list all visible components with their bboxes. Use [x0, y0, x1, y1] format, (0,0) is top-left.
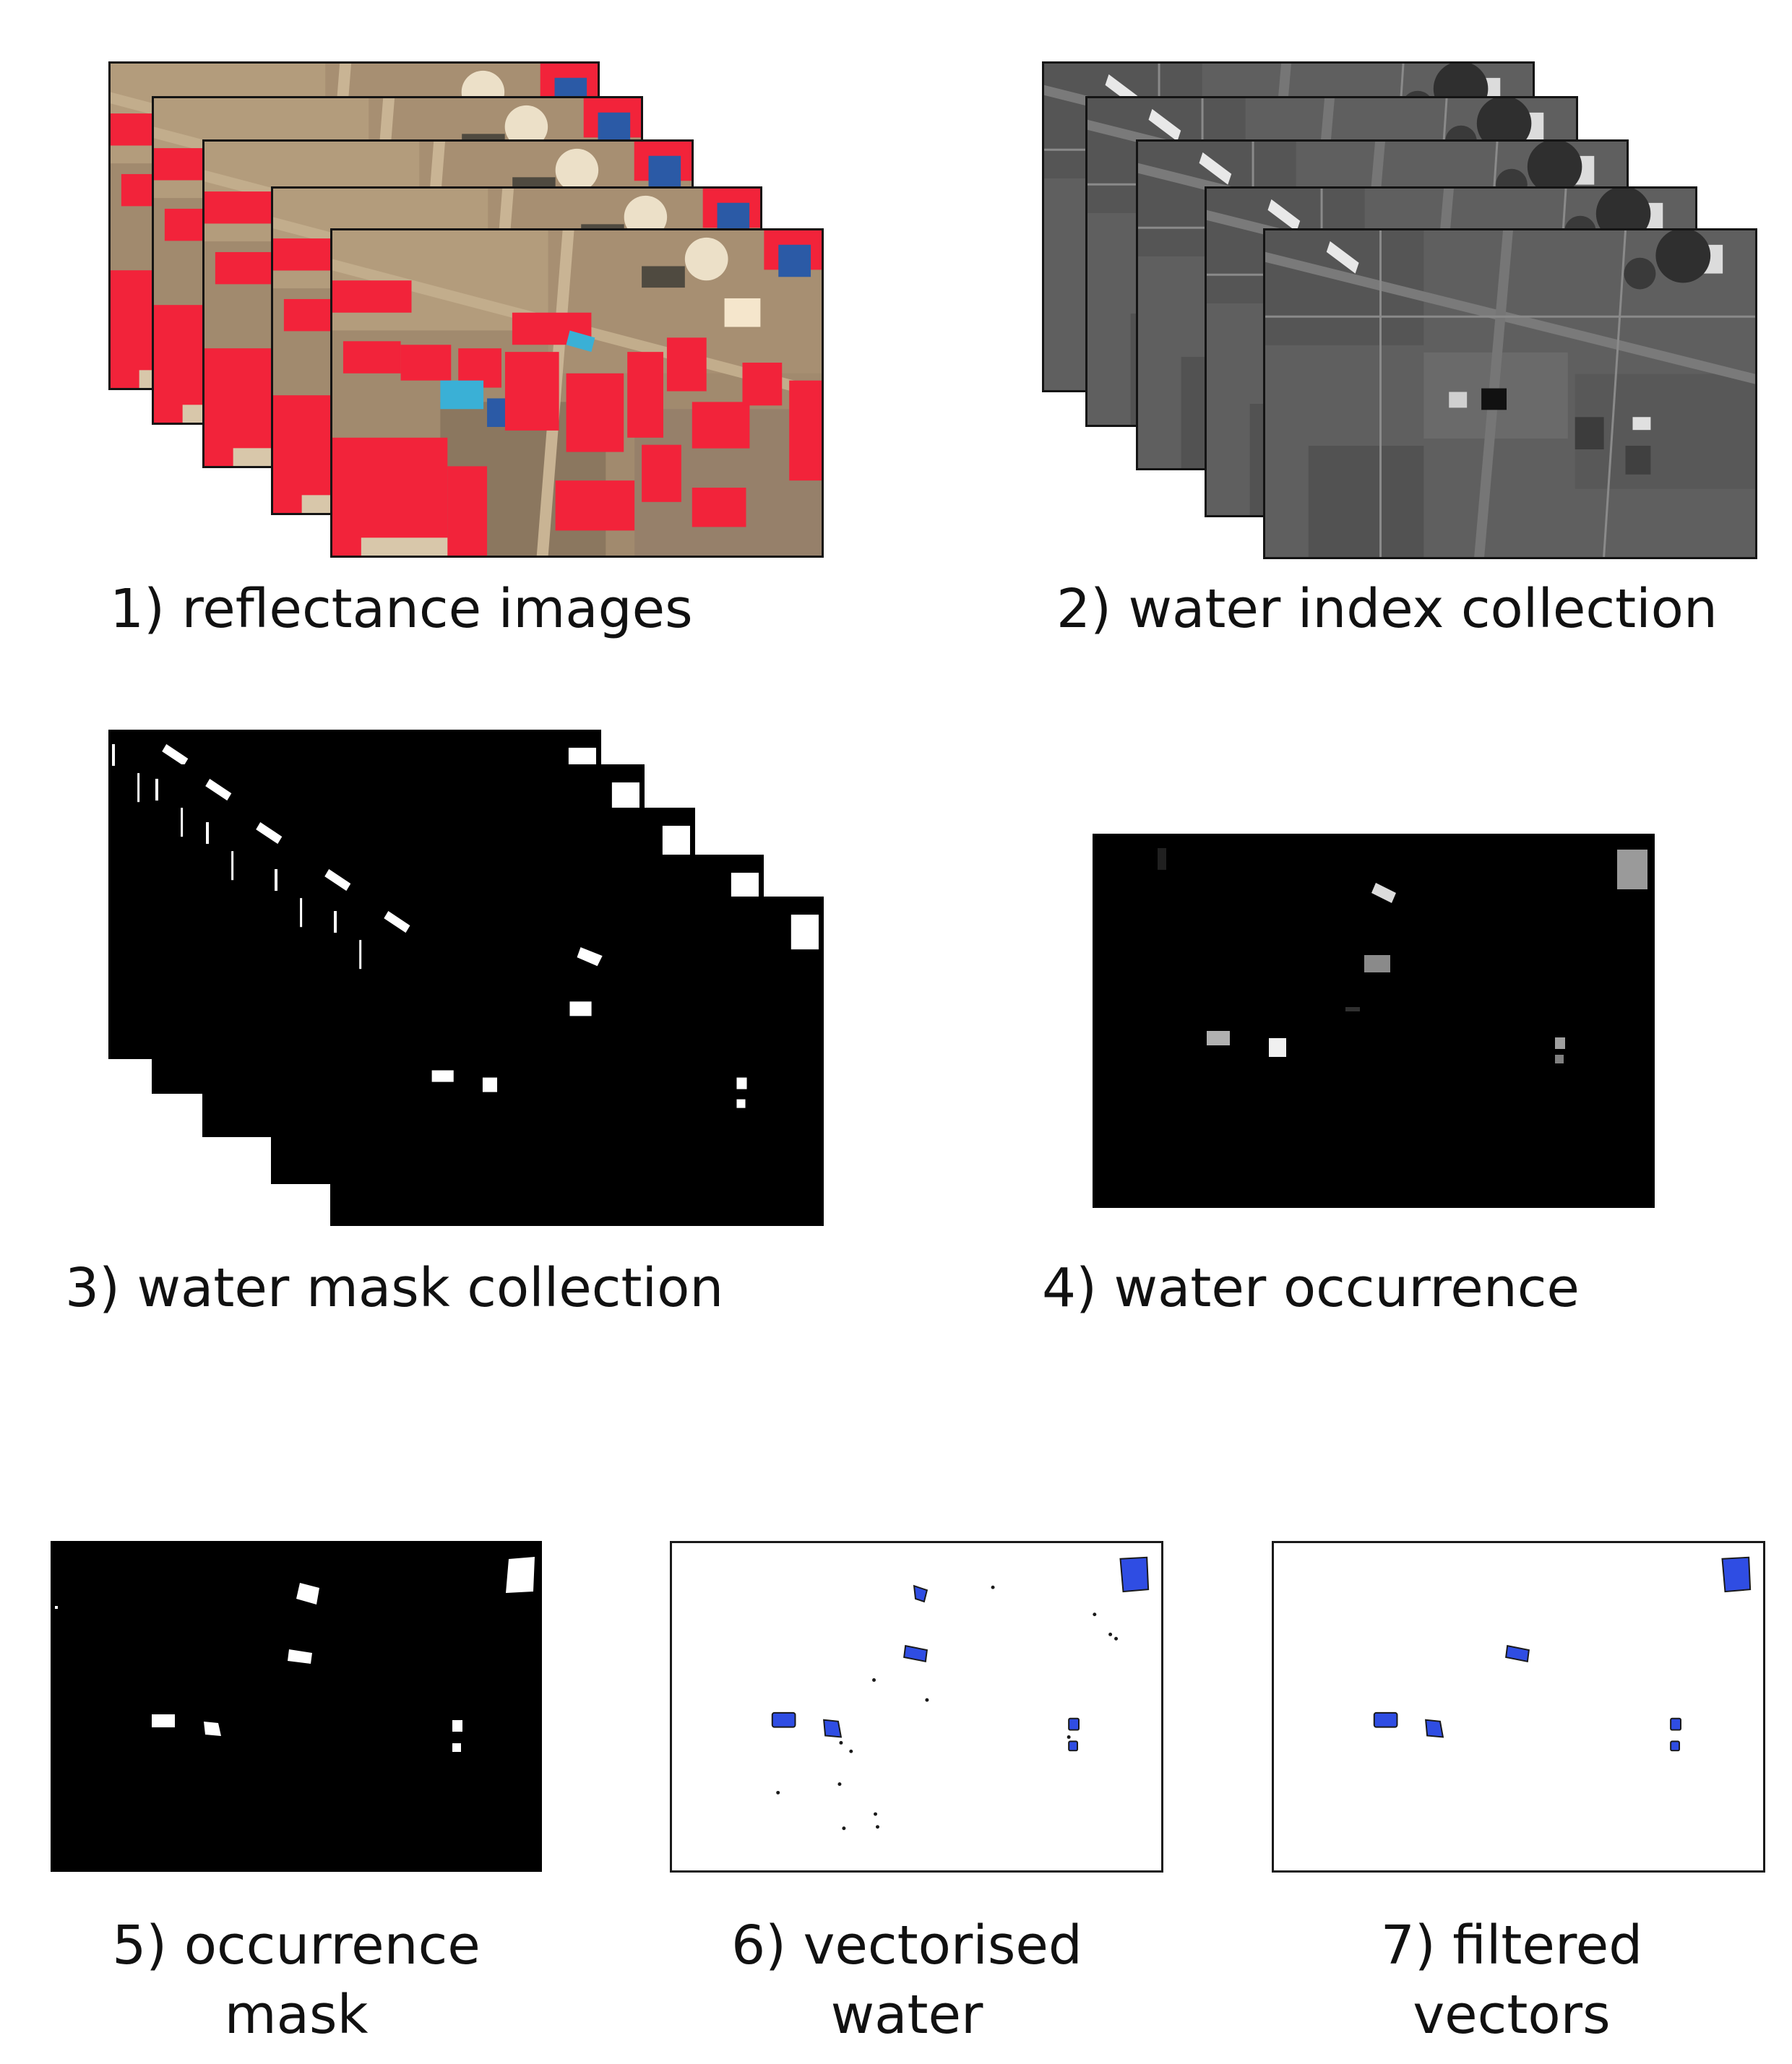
water-occurrence-map	[1093, 834, 1655, 1208]
step-number: 7)	[1380, 1914, 1436, 1977]
step-number: 2)	[1056, 578, 1111, 640]
step-label-line-1: filtered	[1452, 1914, 1643, 1977]
step-number: 1)	[110, 578, 165, 640]
step-label-line-1: vectorised	[803, 1914, 1082, 1977]
filtered-vectors-map	[1272, 1541, 1765, 1873]
reflectance-layer-5	[330, 228, 824, 558]
step-label-line-2: mask	[224, 1984, 369, 2046]
step-label: water occurrence	[1113, 1257, 1580, 1319]
caption-line-1: 7) filtered	[1295, 1911, 1728, 1980]
step-label-line-2: water	[830, 1984, 983, 2046]
index-layer-5	[1263, 228, 1757, 559]
caption-line-1: 5) occurrence	[79, 1911, 513, 1980]
caption-reflectance-images: 1) reflectance images	[110, 574, 693, 644]
step-label: water mask collection	[137, 1257, 724, 1319]
caption-vectorised-water: 6) vectorised water	[690, 1911, 1124, 2050]
step-number: 4)	[1042, 1257, 1097, 1319]
caption-occurrence-mask: 5) occurrence mask	[79, 1911, 513, 2050]
caption-water-index-collection: 2) water index collection	[1056, 574, 1718, 644]
caption-water-occurrence: 4) water occurrence	[1042, 1253, 1580, 1323]
occurrence-mask-map	[51, 1541, 542, 1872]
caption-line-1: 6) vectorised	[690, 1911, 1124, 1980]
step-label-line-2: vectors	[1413, 1984, 1611, 2046]
step-number: 5)	[112, 1914, 168, 1977]
mask-layer-5	[330, 897, 824, 1226]
step-label: reflectance images	[181, 578, 693, 640]
step-label-line-1: occurrence	[184, 1914, 481, 1977]
caption-filtered-vectors: 7) filtered vectors	[1295, 1911, 1728, 2050]
step-number: 6)	[731, 1914, 787, 1977]
step-number: 3)	[65, 1257, 120, 1319]
vectorised-water-map	[670, 1541, 1163, 1873]
caption-water-mask-collection: 3) water mask collection	[65, 1253, 723, 1323]
step-label: water index collection	[1128, 578, 1718, 640]
